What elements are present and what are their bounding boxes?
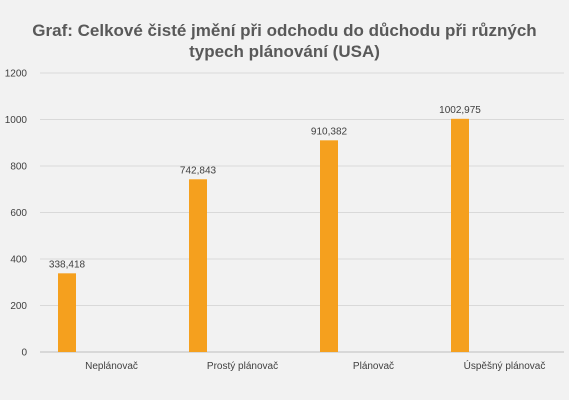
bar <box>58 273 76 352</box>
category-label: Plánovač <box>353 361 394 372</box>
data-label: 338,418 <box>49 259 86 270</box>
labels: 0 200 400 600 800 1000 1200 338,418 Neplánovač 74… <box>5 69 546 373</box>
category-label: Neplánovač <box>85 361 138 372</box>
y-tick-label: 400 <box>10 255 27 266</box>
category-label: Prostý plánovač <box>207 361 278 372</box>
y-tick-label: 800 <box>10 162 27 173</box>
bar <box>189 179 207 352</box>
bar <box>320 140 338 352</box>
y-tick-label: 1200 <box>5 69 28 80</box>
data-label: 742,843 <box>180 165 217 176</box>
category-label: Úspěšný plánovač <box>464 359 546 372</box>
y-tick-label: 0 <box>21 348 27 359</box>
data-label: 1002,975 <box>439 105 481 116</box>
bar <box>451 118 469 352</box>
chart-title: Graf: Celkové čisté jmění při odchodu do… <box>32 21 537 61</box>
y-tick-label: 1000 <box>5 115 28 126</box>
y-tick-label: 600 <box>10 208 27 219</box>
data-label: 910,382 <box>311 126 348 137</box>
gridlines <box>40 72 564 306</box>
y-tick-label: 200 <box>10 301 27 312</box>
bars <box>58 118 469 352</box>
